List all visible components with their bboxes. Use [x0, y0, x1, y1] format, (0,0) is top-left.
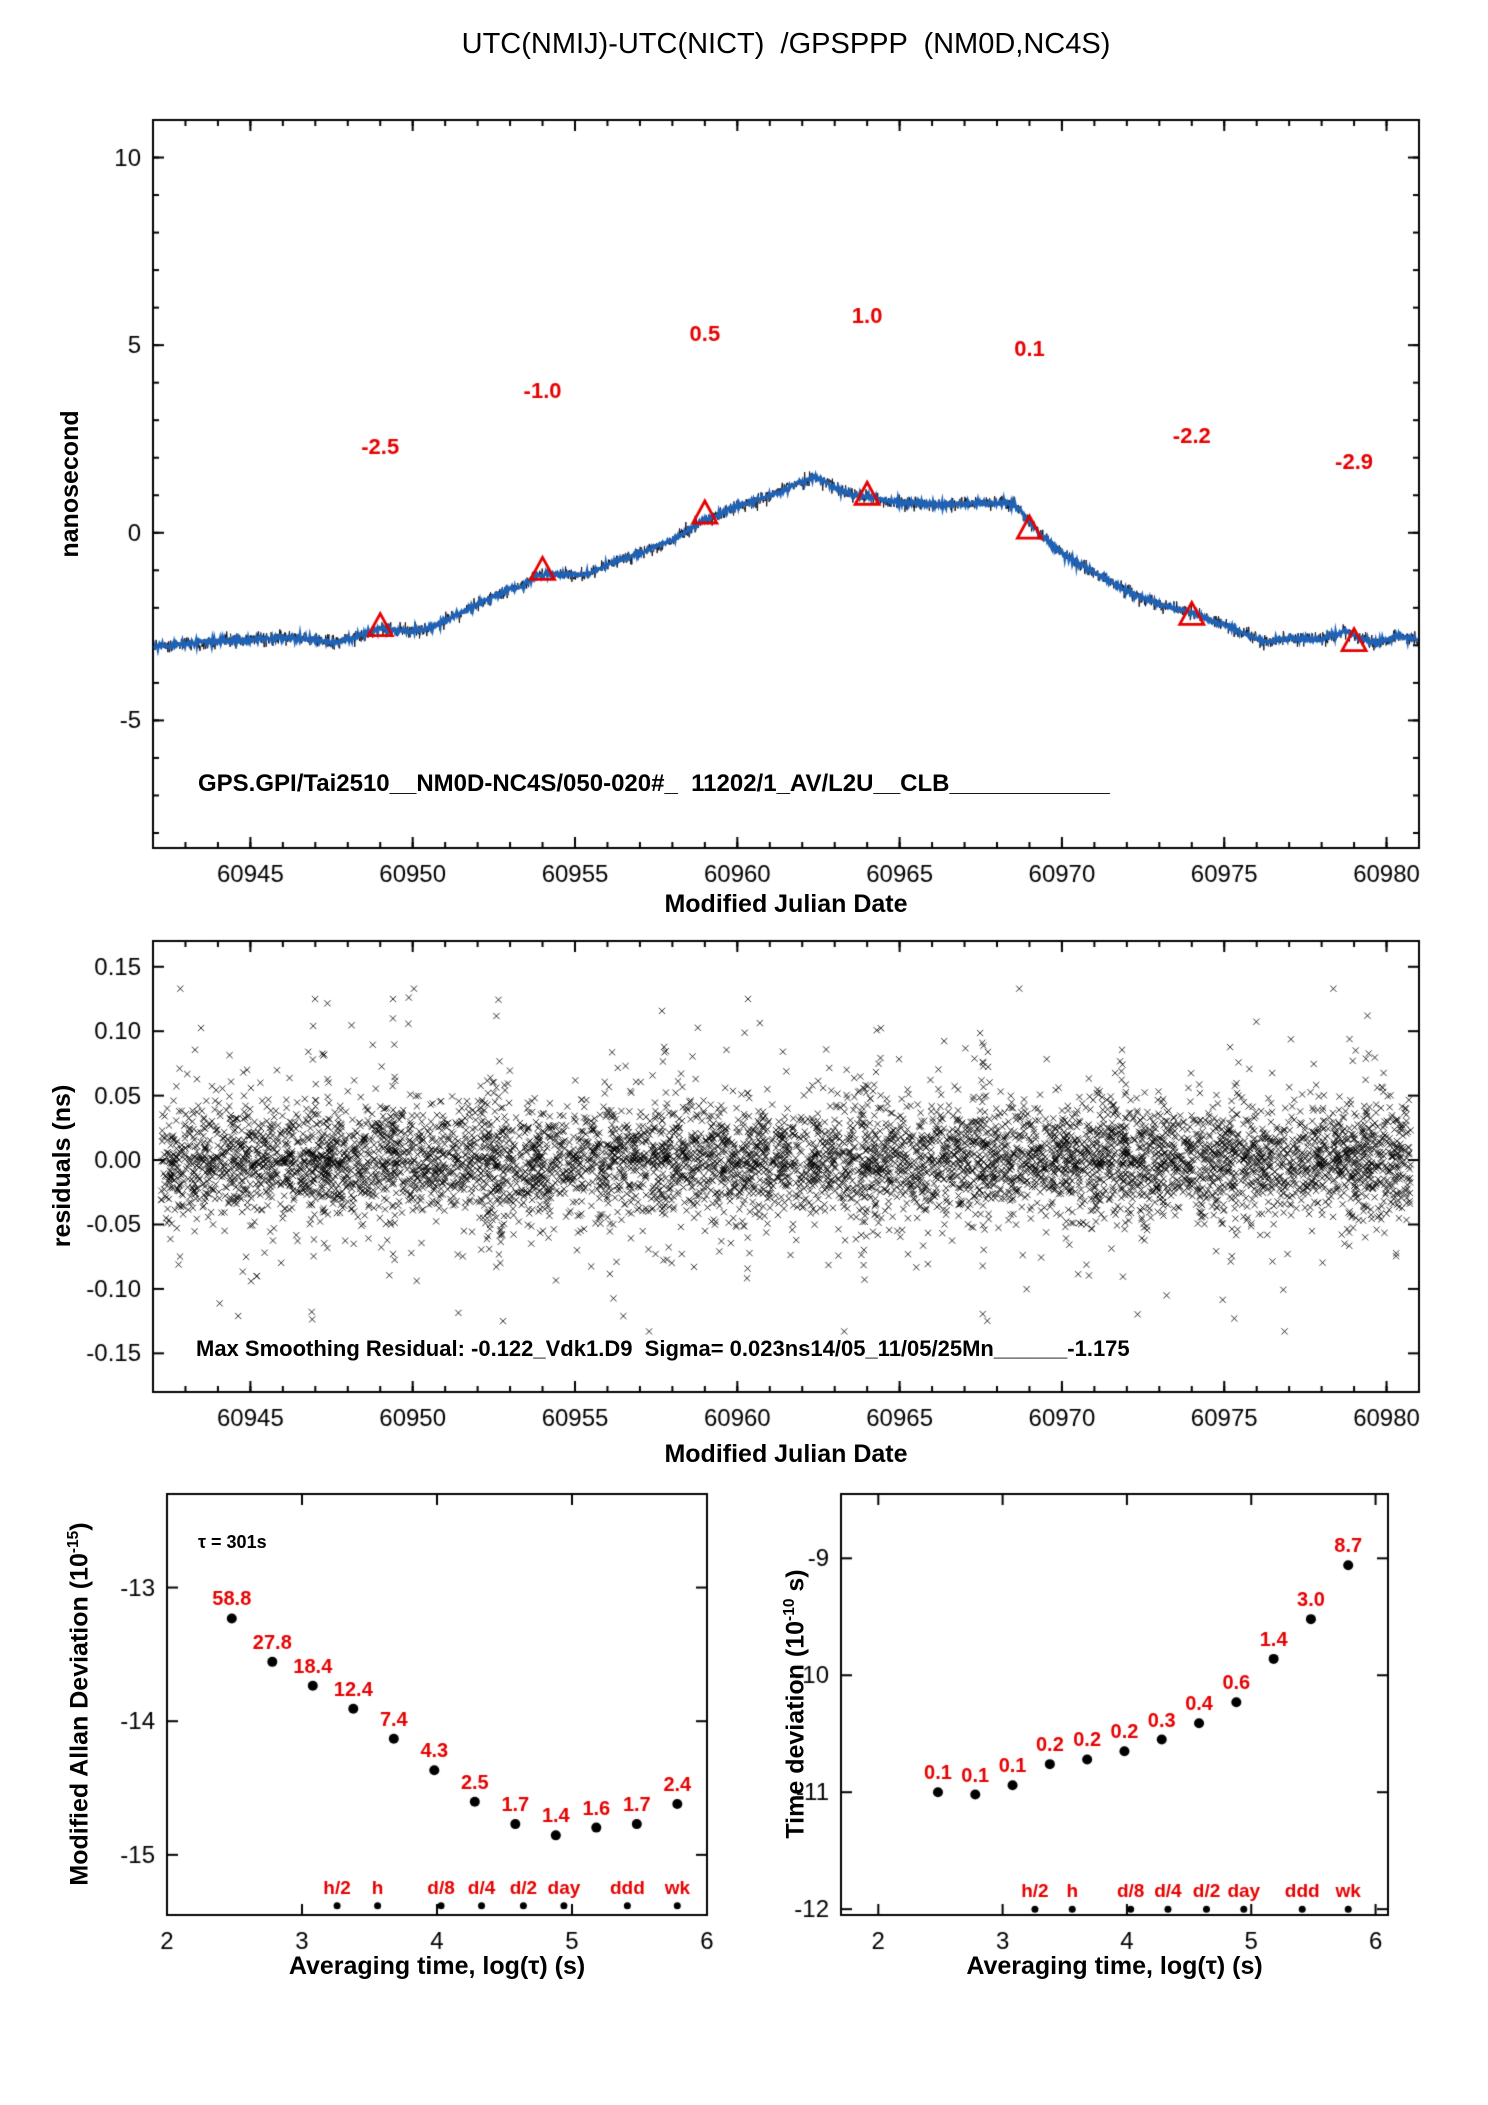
phase-difference-plot	[0, 78, 1488, 920]
tdev-y-axis-label-post: s)	[781, 1569, 810, 1599]
madev-y-axis-label: Modified Allan Deviation (10-15)	[59, 1404, 93, 2004]
tdev-x-axis-label: Averaging time, log(τ) (s)	[966, 1952, 1263, 1980]
tdev-y-axis-exponent: -10	[781, 1598, 798, 1621]
tdev-y-axis-label: Time deviation (10-10 s)	[775, 1404, 809, 2004]
madev-x-axis-label: Averaging time, log(τ) (s)	[288, 1952, 586, 1980]
tdev-y-axis-label-base: Time deviation (10	[781, 1620, 810, 1839]
phase-x-axis-label: Modified Julian Date	[664, 890, 908, 918]
phase-annotation: GPS.GPI/Tai2510__NM0D-NC4S/050-020#_ 112…	[198, 770, 1110, 797]
page-title: UTC(NMIJ)-UTC(NICT) /GPSPPP (NM0D,NC4S)	[461, 28, 1111, 60]
residuals-annotation: Max Smoothing Residual: -0.122_Vdk1.D9 S…	[196, 1336, 1130, 1361]
modified-allan-deviation-plot	[0, 1480, 770, 2020]
phase-y-axis-label: nanosecond	[56, 410, 84, 558]
residuals-x-axis-label: Modified Julian Date	[664, 1440, 908, 1468]
time-deviation-plot	[750, 1480, 1488, 2020]
madev-y-axis-label-base: Modified Allan Deviation (10	[65, 1553, 94, 1886]
residuals-plot	[0, 920, 1488, 1480]
madev-y-axis-label-post: )	[65, 1522, 94, 1531]
madev-y-axis-exponent: -15	[65, 1530, 82, 1554]
residuals-y-axis-label: residuals (ns)	[48, 1084, 76, 1248]
tau-annotation: τ = 301s	[198, 1532, 267, 1552]
